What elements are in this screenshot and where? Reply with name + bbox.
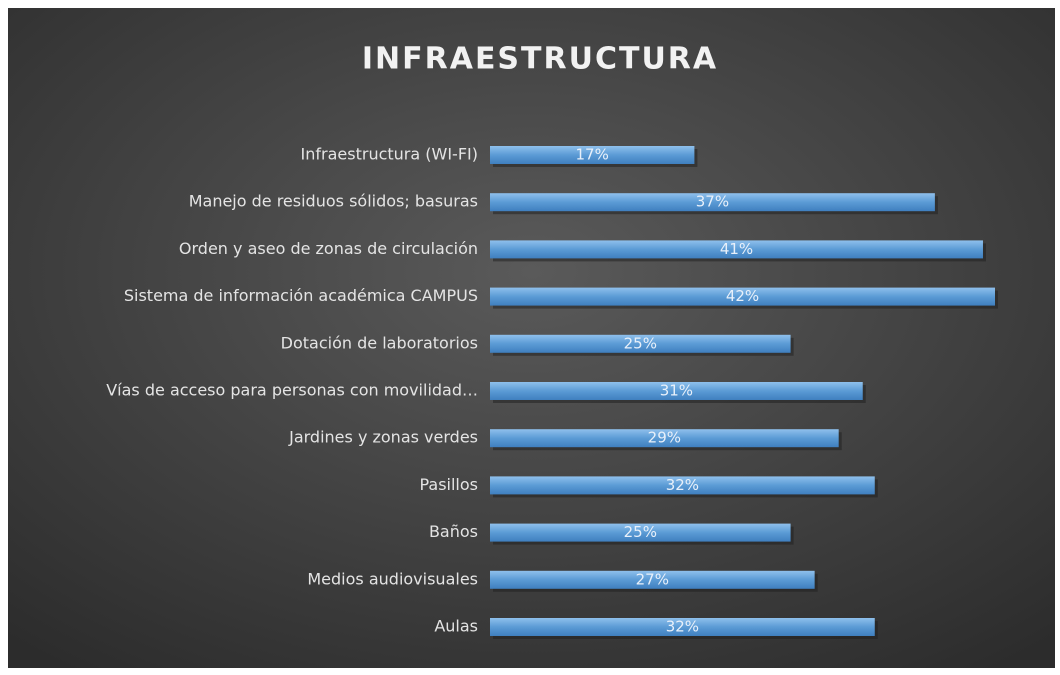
category-label: Manejo de residuos sólidos; basuras [189, 192, 478, 211]
bar [490, 287, 995, 306]
bar [490, 570, 815, 589]
bar [490, 334, 791, 353]
value-label: 42% [726, 287, 759, 305]
category-label: Jardines y zonas verdes [288, 428, 478, 447]
value-label: 31% [660, 382, 693, 400]
value-label: 41% [720, 240, 753, 258]
bar [490, 476, 875, 495]
bar [490, 618, 875, 636]
chart-title: INFRAESTRUCTURA [362, 42, 718, 77]
value-label: 27% [636, 570, 669, 588]
bar [490, 382, 863, 400]
value-label: 29% [648, 429, 681, 447]
value-label: 32% [666, 476, 699, 494]
category-label: Pasillos [419, 475, 478, 494]
category-label: Vías de acceso para personas con movilid… [106, 381, 478, 400]
category-label: Baños [429, 522, 478, 541]
category-label: Medios audiovisuales [307, 569, 478, 588]
bar [490, 523, 791, 542]
value-label: 25% [624, 523, 657, 541]
value-label: 25% [624, 334, 657, 352]
bar [490, 240, 983, 259]
category-label: Dotación de laboratorios [281, 333, 478, 352]
bar [490, 429, 839, 448]
value-label: 17% [576, 146, 609, 164]
value-label: 37% [696, 193, 729, 211]
bar [490, 146, 695, 164]
bar [490, 193, 935, 212]
value-label: 32% [666, 618, 699, 636]
category-label: Infraestructura (WI-FI) [301, 145, 478, 164]
category-label: Aulas [434, 617, 478, 636]
category-label: Sistema de información académica CAMPUS [124, 286, 478, 305]
category-label: Orden y aseo de zonas de circulación [179, 239, 478, 258]
